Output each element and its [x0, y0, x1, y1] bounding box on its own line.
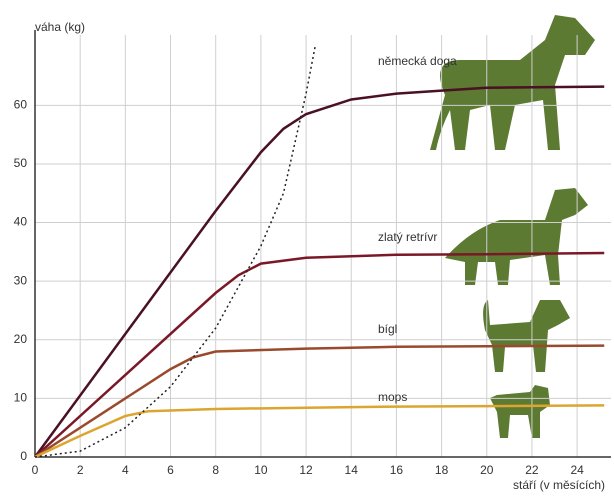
- x-tick-label: 10: [254, 463, 268, 477]
- x-tick-label: 18: [435, 463, 449, 477]
- series-label: zlatý retrívr: [378, 230, 437, 244]
- x-tick-label: 0: [32, 463, 39, 477]
- x-tick-label: 4: [122, 463, 129, 477]
- x-tick-label: 14: [345, 463, 359, 477]
- series-label: německá doga: [378, 54, 457, 68]
- x-tick-label: 2: [77, 463, 84, 477]
- y-tick-label: 50: [14, 156, 28, 170]
- x-tick-label: 6: [167, 463, 174, 477]
- series-label: bígl: [378, 322, 397, 336]
- y-tick-label: 20: [14, 332, 28, 346]
- series-line: [35, 253, 604, 457]
- x-tick-label: 24: [570, 463, 584, 477]
- y-tick-label: 40: [14, 215, 28, 229]
- y-tick-label: 30: [14, 273, 28, 287]
- dog-silhouettes: [430, 15, 595, 438]
- y-tick-label: 10: [14, 391, 28, 405]
- y-tick-label: 0: [20, 449, 27, 463]
- x-tick-label: 8: [212, 463, 219, 477]
- chart: váha (kg) stáří (v měsících) 01020304050…: [0, 0, 614, 497]
- x-tick-label: 12: [299, 463, 313, 477]
- series-label: mops: [378, 390, 407, 404]
- series-line: [35, 47, 315, 457]
- x-tick-label: 22: [525, 463, 539, 477]
- x-axis-label: stáří (v měsících): [513, 478, 605, 492]
- x-tick-label: 20: [480, 463, 494, 477]
- y-axis-label: váha (kg): [35, 20, 85, 34]
- y-tick-label: 60: [14, 98, 28, 112]
- x-tick-label: 16: [390, 463, 404, 477]
